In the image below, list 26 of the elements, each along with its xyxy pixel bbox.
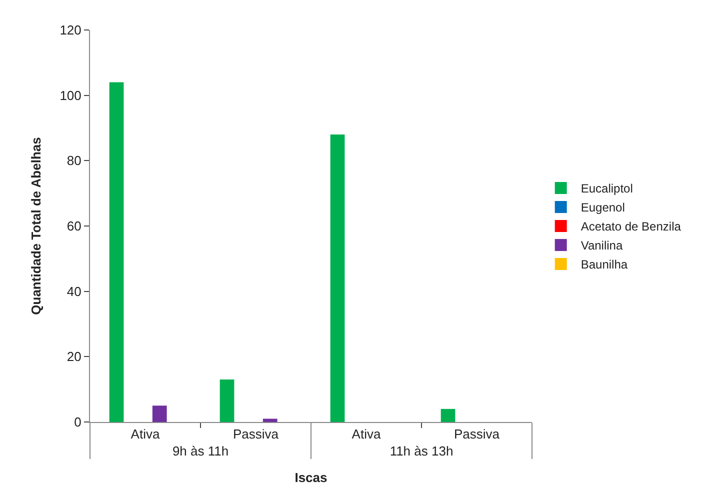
- x-tick-label: Ativa: [352, 426, 382, 442]
- text: 9h às 11h: [172, 444, 229, 459]
- legend-label: Vanilina: [580, 238, 623, 253]
- y-tick-label: 20: [66, 349, 82, 364]
- bar: [262, 418, 278, 422]
- x-tick-label: Passiva: [232, 426, 280, 442]
- x-axis-title: Iscas: [294, 470, 328, 486]
- y-tick-label: 60: [66, 218, 82, 234]
- legend-label: Baunilha: [580, 258, 628, 272]
- bar: [109, 82, 124, 422]
- bar: [152, 406, 167, 422]
- y-tick-label: 80: [66, 153, 82, 168]
- x-tick-label: Passiva: [454, 426, 500, 442]
- y-tick-label: 0: [74, 414, 82, 430]
- bar: [220, 380, 234, 422]
- bar: [440, 408, 456, 422]
- y-tick-label: 120: [60, 22, 82, 38]
- y-tick-label: 40: [66, 284, 82, 299]
- text: 11h às 13h: [390, 444, 454, 459]
- bar: [330, 134, 345, 422]
- x-tick-label: Ativa: [130, 426, 160, 442]
- y-tick-label: 100: [60, 88, 82, 103]
- legend-label: Eucaliptol: [580, 182, 633, 196]
- y-axis-title: Quantidade Total de Abelhas: [28, 137, 44, 315]
- legend-label: Acetato de Benzila: [580, 220, 682, 234]
- legend-label: Eugenol: [580, 200, 625, 215]
